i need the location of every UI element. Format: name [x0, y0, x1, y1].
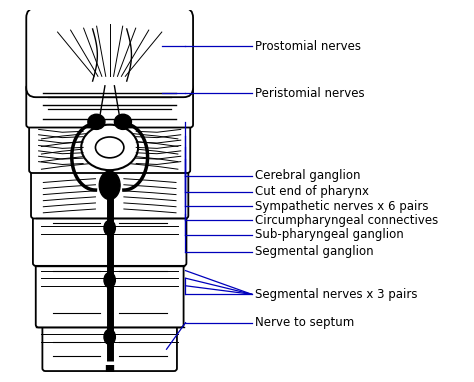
Text: Circumpharyngeal connectives: Circumpharyngeal connectives — [255, 214, 438, 227]
FancyBboxPatch shape — [26, 85, 193, 128]
FancyBboxPatch shape — [33, 214, 186, 266]
Ellipse shape — [81, 125, 138, 170]
FancyBboxPatch shape — [36, 261, 183, 327]
Ellipse shape — [99, 171, 120, 199]
Text: Sub-pharyngeal ganglion: Sub-pharyngeal ganglion — [255, 228, 403, 241]
Ellipse shape — [114, 114, 131, 129]
Text: Peristomial nerves: Peristomial nerves — [255, 87, 365, 100]
Text: Segmental ganglion: Segmental ganglion — [255, 245, 374, 258]
Text: Sympathetic nerves x 6 pairs: Sympathetic nerves x 6 pairs — [255, 200, 428, 213]
Ellipse shape — [95, 137, 124, 158]
Text: Prostomial nerves: Prostomial nerves — [255, 39, 361, 52]
Text: Nerve to septum: Nerve to septum — [255, 316, 354, 329]
FancyBboxPatch shape — [42, 325, 177, 371]
Ellipse shape — [104, 329, 115, 345]
Ellipse shape — [104, 220, 115, 236]
FancyBboxPatch shape — [26, 8, 193, 97]
FancyBboxPatch shape — [29, 123, 190, 173]
Text: Cut end of pharynx: Cut end of pharynx — [255, 185, 369, 198]
Ellipse shape — [88, 114, 105, 129]
Ellipse shape — [104, 272, 115, 288]
FancyBboxPatch shape — [31, 168, 188, 219]
Text: Segmental nerves x 3 pairs: Segmental nerves x 3 pairs — [255, 288, 417, 301]
Text: Cerebral ganglion: Cerebral ganglion — [255, 169, 360, 182]
